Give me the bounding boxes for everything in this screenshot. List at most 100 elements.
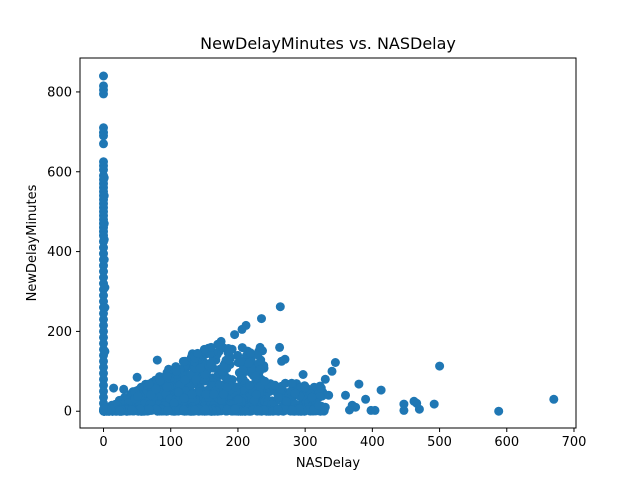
data-point [298, 370, 308, 379]
data-point [219, 389, 228, 399]
data-point [109, 383, 119, 393]
data-point [320, 374, 330, 384]
plot-area [79, 57, 577, 429]
data-point [275, 302, 285, 312]
data-point [251, 390, 261, 399]
data-point [270, 380, 280, 390]
data-point [171, 366, 181, 376]
data-point [429, 399, 439, 409]
y-tick-label: 400 [47, 245, 72, 260]
data-point [144, 379, 154, 389]
data-point [294, 404, 304, 414]
data-point [200, 369, 210, 379]
data-point [245, 348, 255, 358]
data-point [280, 378, 290, 388]
data-point [201, 389, 211, 399]
data-point [100, 283, 110, 292]
data-point [253, 350, 263, 360]
data-point [169, 398, 179, 408]
data-point [132, 372, 142, 382]
data-point [253, 405, 263, 415]
data-point [224, 355, 234, 365]
x-tick-label: 400 [360, 435, 385, 450]
data-point [494, 406, 504, 416]
x-tick-label: 700 [562, 435, 587, 450]
data-point [399, 405, 409, 415]
data-point [330, 358, 340, 367]
data-point [133, 391, 143, 401]
data-point [115, 406, 125, 416]
data-point [320, 402, 330, 412]
data-point [206, 359, 216, 369]
data-point [214, 380, 224, 390]
data-point [218, 362, 228, 372]
data-point [146, 390, 156, 400]
x-tick-label: 600 [494, 435, 519, 450]
data-point [273, 392, 283, 402]
y-tick-label: 200 [47, 325, 72, 340]
data-point [282, 397, 291, 407]
x-tick-label: 0 [99, 435, 107, 450]
plot-frame [79, 57, 577, 429]
data-point [222, 382, 232, 392]
data-point [290, 388, 300, 398]
data-point [162, 382, 172, 392]
data-point [237, 324, 247, 334]
data-point [307, 392, 317, 402]
data-point [199, 344, 209, 354]
data-point [152, 355, 162, 365]
data-point [99, 89, 108, 99]
data-point [99, 404, 108, 414]
data-point [245, 380, 254, 390]
data-point [200, 405, 210, 415]
data-point [190, 405, 200, 415]
data-point [237, 343, 247, 353]
data-point [163, 406, 173, 416]
data-point [99, 131, 108, 141]
data-point [179, 393, 189, 403]
data-point [275, 342, 285, 352]
data-point [99, 255, 109, 265]
data-point [151, 404, 161, 414]
data-point [244, 358, 254, 368]
data-point [99, 139, 108, 149]
data-point [180, 375, 190, 385]
data-point [187, 389, 197, 399]
data-point [399, 399, 409, 409]
data-point [99, 219, 109, 229]
data-point [230, 330, 240, 340]
data-point [287, 378, 297, 388]
data-point [354, 379, 364, 389]
data-point [300, 382, 310, 392]
x-axis: 0 100 200 300 400 500 600 700 [99, 428, 586, 450]
data-point [193, 348, 203, 358]
data-point [257, 314, 266, 324]
data-point [549, 394, 559, 404]
data-point [324, 390, 334, 400]
data-point [155, 376, 165, 386]
data-point [100, 303, 110, 312]
data-point [250, 371, 260, 381]
y-tick-label: 600 [47, 165, 72, 180]
data-point [361, 394, 371, 404]
chart-title: NewDelayMinutes vs. NASDelay [200, 34, 456, 53]
data-point [345, 405, 354, 415]
x-tick-label: 200 [226, 435, 251, 450]
data-point [162, 372, 172, 382]
data-point [100, 346, 110, 356]
data-point [119, 384, 129, 394]
data-point [195, 363, 205, 373]
data-point [409, 396, 419, 406]
data-point [376, 385, 386, 395]
x-tick-label: 100 [158, 435, 183, 450]
data-point [225, 346, 235, 356]
data-point [99, 235, 109, 245]
data-point [255, 342, 265, 352]
data-point [287, 405, 297, 415]
data-point [327, 366, 337, 376]
data-point [135, 404, 145, 414]
data-point [273, 405, 283, 414]
data-point [236, 356, 246, 366]
